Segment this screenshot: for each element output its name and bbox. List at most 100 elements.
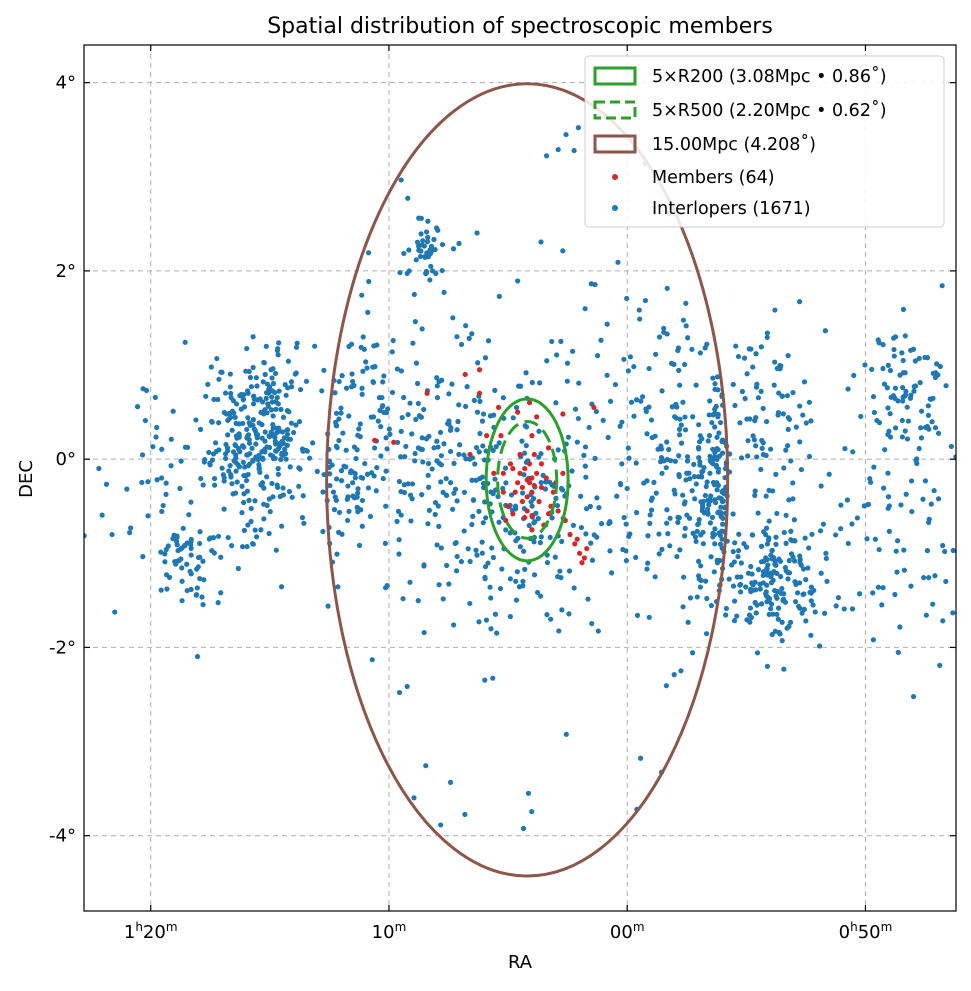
interloper-point xyxy=(414,380,421,387)
interloper-point xyxy=(908,392,914,398)
interloper-point xyxy=(764,334,770,341)
interloper-point xyxy=(930,601,936,607)
interloper-point xyxy=(771,382,777,388)
interloper-point xyxy=(276,340,282,346)
interloper-point xyxy=(471,497,477,503)
interloper-point xyxy=(245,522,251,528)
member-point xyxy=(476,390,483,396)
interloper-point xyxy=(738,455,745,461)
interloper-point xyxy=(275,352,281,358)
interloper-point xyxy=(876,546,882,553)
interloper-point xyxy=(806,399,812,405)
interloper-point xyxy=(695,521,701,528)
interloper-point xyxy=(594,495,600,501)
interloper-point xyxy=(716,530,722,536)
interloper-point xyxy=(383,468,389,474)
interloper-point xyxy=(637,316,643,322)
interloper-point xyxy=(143,387,150,394)
interloper-point xyxy=(862,362,868,368)
interloper-point xyxy=(894,569,900,575)
x-axis-label: RA xyxy=(508,952,533,973)
interloper-point xyxy=(140,554,146,560)
interloper-point xyxy=(869,366,875,372)
legend-label-circle-2: 15.00Mpc (4.208˚) xyxy=(652,134,816,155)
interloper-point xyxy=(796,603,802,610)
interloper-point xyxy=(704,479,710,485)
member-point xyxy=(467,451,473,458)
member-point xyxy=(495,404,502,411)
interloper-point xyxy=(249,445,255,451)
interloper-point xyxy=(319,388,325,394)
interloper-point xyxy=(615,259,621,265)
interloper-point xyxy=(750,364,756,370)
interloper-point xyxy=(695,444,702,451)
interloper-point xyxy=(206,536,212,542)
x-tick-label: 00m xyxy=(610,920,645,943)
interloper-point xyxy=(646,614,652,620)
interloper-point xyxy=(799,610,805,616)
interloper-point xyxy=(513,538,519,544)
interloper-point xyxy=(737,589,744,595)
interloper-point xyxy=(200,482,206,488)
interloper-point xyxy=(820,521,827,527)
interloper-point xyxy=(492,476,498,482)
interloper-point xyxy=(680,399,686,405)
interloper-point xyxy=(745,453,751,459)
legend-swatch-circle-0 xyxy=(593,66,637,86)
interloper-point xyxy=(800,412,806,418)
interloper-point xyxy=(645,560,651,566)
interloper-point xyxy=(335,584,341,590)
interloper-point xyxy=(251,396,257,402)
interloper-point xyxy=(254,432,261,438)
member-point xyxy=(560,411,566,417)
interloper-point xyxy=(245,415,251,421)
interloper-point xyxy=(354,494,360,500)
interloper-point xyxy=(761,558,767,564)
interloper-point xyxy=(456,451,462,457)
interloper-point xyxy=(588,281,594,287)
x-tick-label: 0h50m xyxy=(839,920,893,943)
interloper-point xyxy=(274,482,280,488)
interloper-point xyxy=(201,459,207,465)
interloper-point xyxy=(482,564,489,570)
interloper-point xyxy=(405,411,411,418)
interloper-point xyxy=(247,374,254,381)
interloper-point xyxy=(694,528,700,534)
member-point xyxy=(500,470,506,476)
interloper-point xyxy=(786,558,792,564)
interloper-point xyxy=(531,572,538,578)
interloper-point xyxy=(248,518,254,525)
interloper-point xyxy=(456,402,462,408)
interloper-point xyxy=(482,355,489,361)
interloper-point xyxy=(902,333,908,339)
interloper-point xyxy=(409,481,416,487)
interloper-point xyxy=(764,663,770,669)
interloper-point xyxy=(706,433,713,439)
interloper-point xyxy=(689,346,695,352)
interloper-point xyxy=(475,360,481,366)
interloper-point xyxy=(893,548,899,554)
interloper-point xyxy=(234,435,240,441)
interloper-point xyxy=(194,653,201,660)
interloper-point xyxy=(703,631,710,637)
interloper-point xyxy=(269,480,275,487)
interloper-point xyxy=(441,441,447,447)
interloper-point xyxy=(584,506,590,512)
interloper-point xyxy=(209,419,215,425)
interloper-point xyxy=(273,406,279,412)
interloper-point xyxy=(773,471,779,477)
interloper-point xyxy=(664,507,670,513)
interloper-point xyxy=(680,492,686,498)
interloper-point xyxy=(447,480,454,486)
interloper-point xyxy=(227,463,233,469)
interloper-point xyxy=(182,444,189,450)
interloper-point xyxy=(709,514,716,521)
interloper-point xyxy=(872,536,878,542)
interloper-point xyxy=(600,417,606,423)
interloper-point xyxy=(701,464,707,471)
interloper-point xyxy=(738,574,744,580)
interloper-point xyxy=(536,428,542,434)
interloper-point xyxy=(211,550,217,556)
interloper-point xyxy=(909,508,915,515)
interloper-point xyxy=(922,478,929,484)
